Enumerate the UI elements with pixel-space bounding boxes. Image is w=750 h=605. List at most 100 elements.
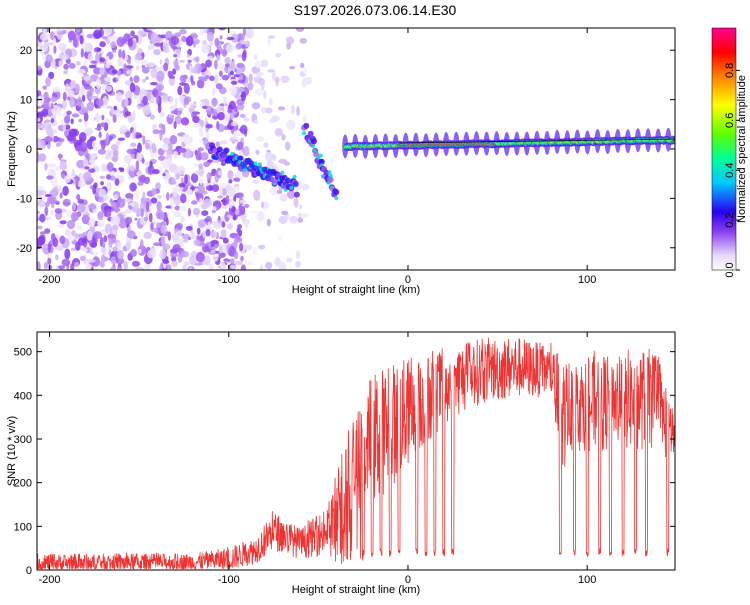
spectrogram-noise-blob [231,206,236,213]
spectrogram-noise-blob [281,134,286,141]
spectrogram-noise-blob [116,36,125,48]
x-tick-label: -200 [39,574,61,586]
spectrogram-noise-blob [137,142,142,154]
spectrogram-noise-blob [111,69,118,75]
spectrogram-noise-blob [112,224,119,232]
spectrogram-noise-blob [177,85,183,96]
colorbar: 0.0 0.2 0.4 0.6 0.8 Normalized spectral ampl… [711,27,748,278]
spectrogram-noise-blob [39,231,46,235]
spectrogram-noise-blob [95,78,102,90]
spectrogram-noise-blob [225,195,230,205]
spectrogram-marks [37,28,675,270]
spectrogram-noise-blob [260,106,267,114]
spectrogram-noise-blob [44,228,51,234]
spectrogram-noise-blob [229,61,236,71]
spectrogram-noise-blob [230,121,238,127]
spectrogram-noise-blob [101,114,105,121]
spectrogram-noise-blob [37,225,43,230]
spectrogram-noise-blob [154,37,163,43]
spectrogram-noise-blob [248,73,253,83]
spectrogram-noise-blob [193,41,196,48]
spectrogram-noise-blob [156,201,162,212]
spectrogram-noise-blob [173,121,177,129]
spectrogram-noise-blob [137,248,142,254]
spectrogram-noise-blob [48,71,55,80]
colorbar-tick-label: 0.2 [724,212,736,227]
spectrogram-noise-blob [266,218,271,227]
spectrogram-noise-blob [225,43,234,53]
spectrogram-noise-blob [266,160,275,171]
spectrogram-noise-blob [198,166,205,177]
spectrogram-noise-blob [274,127,283,137]
spectrogram-noise-blob [189,255,198,266]
figure-title: S197.2026.073.06.14.E30 [294,2,457,18]
snr-frame [36,331,676,571]
spectrogram-noise-blob [186,35,194,47]
spectrogram-noise-blob [106,174,112,180]
spectrogram-noise-blob [222,204,228,209]
spectrogram-noise-blob [143,231,152,239]
spectrogram-noise-blob [52,87,60,93]
spectrogram-noise-blob [169,135,178,145]
spectrogram-noise-blob [160,235,166,247]
spectrogram-noise-blob [286,257,293,263]
spectrogram-noise-blob [62,185,69,196]
spectrogram-noise-blob [181,251,189,258]
spectrogram-noise-blob [221,48,228,58]
spectrogram-noise-blob [146,28,156,31]
spectrogram-noise-blob [219,35,223,40]
spectrogram-noise-blob [190,75,194,83]
spectrogram-noise-blob [50,176,58,187]
spectrogram-noise-blob [217,219,223,224]
spectrogram-noise-blob [216,54,221,61]
spectrogram-noise-blob [217,195,224,199]
spectrogram-noise-blob [178,205,187,212]
spectrogram-noise-blob [141,157,145,164]
spectrogram-noise-blob [271,71,276,81]
spectrogram-noise-blob [58,60,63,67]
spectrogram-noise-blob [84,127,93,137]
spectrogram-noise-blob [76,225,83,231]
spectrogram-noise-blob [265,151,273,162]
spectrogram-noise-blob [261,201,265,209]
spectrogram-noise-blob [303,115,307,125]
spectrogram-noise-blob [149,114,156,120]
spectrogram-noise-blob [61,258,71,267]
spectrogram-noise-blob [227,258,231,263]
spectrogram-noise-blob [83,158,88,167]
spectrogram-track-peak [334,196,339,201]
spectrogram-noise-blob [137,30,146,35]
spectrogram-noise-blob [44,202,50,207]
spectrogram-noise-blob [141,66,150,74]
spectrogram-noise-blob [88,203,97,210]
spectrogram-noise-blob [123,261,128,270]
y-tick-label: 300 [14,434,32,446]
spectrogram-noise-blob [208,186,213,191]
spectrogram-noise-blob [116,242,122,250]
spectrogram-noise-blob [217,63,225,70]
spectrogram-noise-blob [72,37,78,48]
spectrogram-noise-blob [69,97,75,109]
spectrogram-noise-blob [86,230,93,241]
spectrogram-noise-blob [215,141,220,148]
spectrogram-noise-blob [195,150,202,161]
spectrogram-noise-blob [55,142,60,148]
spectrogram-noise-blob [98,188,107,198]
spectrogram-noise-blob [197,219,206,228]
spectrogram-noise-blob [160,112,165,117]
spectrogram-noise-blob [179,82,187,86]
spectrogram-noise-blob [117,137,126,141]
spectrogram-noise-blob [155,182,161,191]
spectrogram-noise-blob [67,30,76,41]
spectrogram-noise-blob [295,28,305,32]
snr-series-line [37,337,675,570]
spectrogram-noise-blob [296,105,300,117]
spectrogram-noise-blob [71,168,76,177]
spectrogram-noise-blob [254,60,262,69]
spectrogram-noise-blob [197,147,204,152]
spectrogram-noise-blob [86,103,91,110]
spectrogram-noise-blob [268,97,273,106]
spectrogram-noise-blob [72,202,77,211]
spectrogram-noise-blob [198,198,204,206]
spectrogram-noise-blob [193,163,199,167]
